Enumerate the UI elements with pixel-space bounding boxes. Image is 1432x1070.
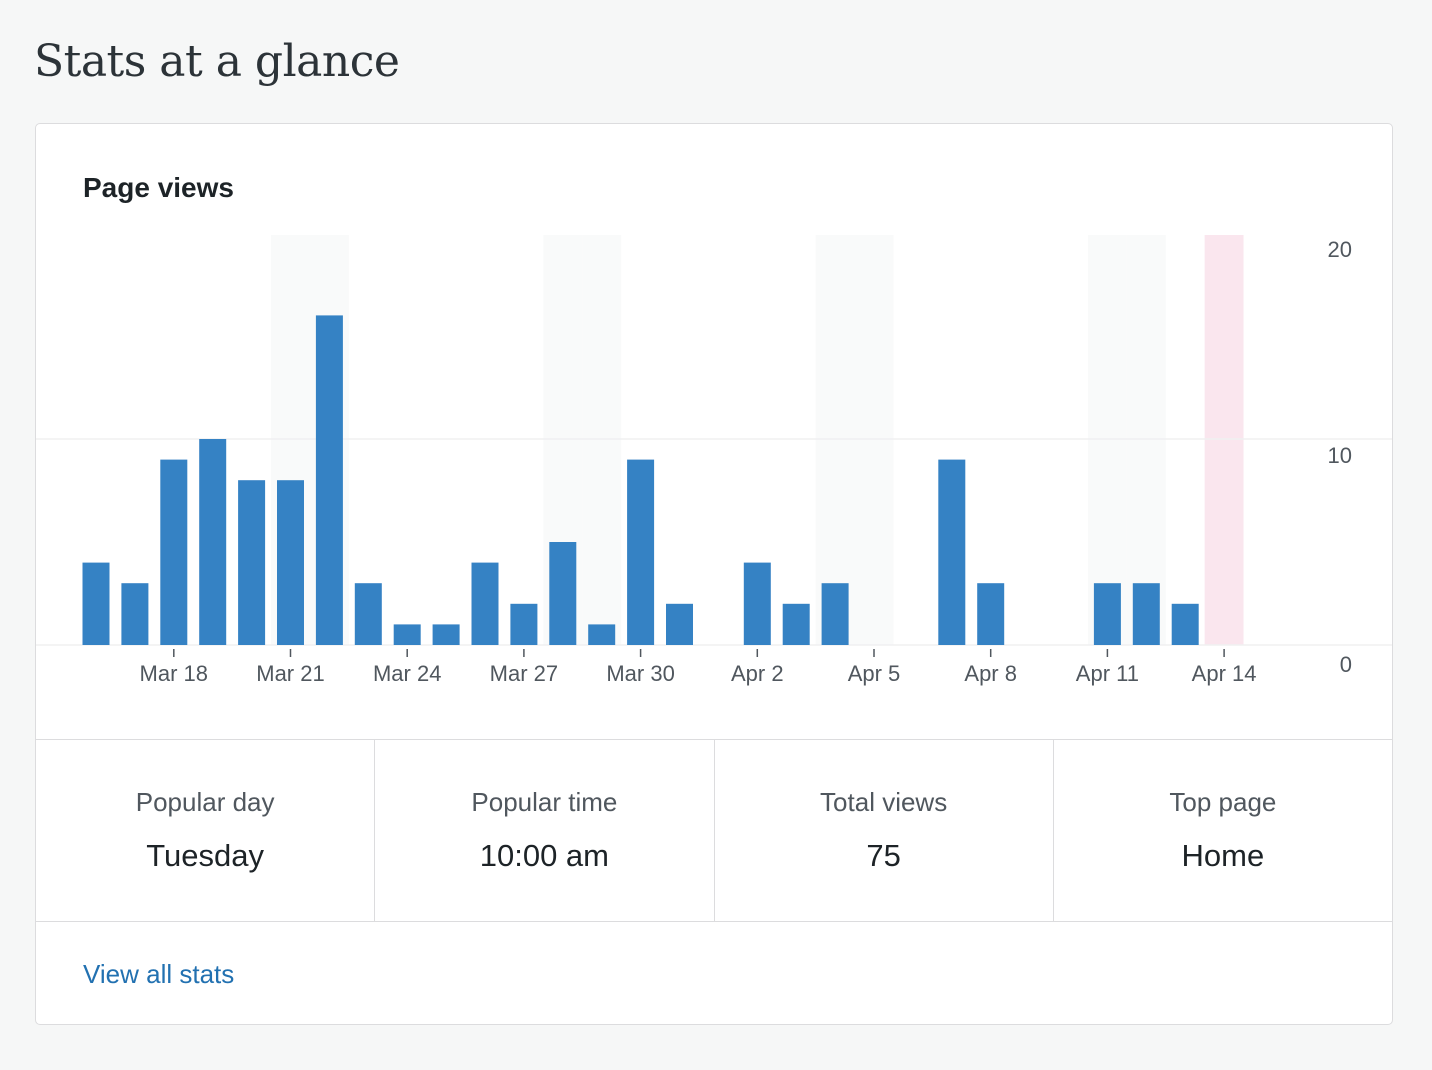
bar: Mar 28: 5	[549, 542, 577, 645]
x-tick-label: Apr 5	[848, 661, 901, 686]
x-tick-label: Mar 21	[256, 661, 324, 686]
x-tick-label: Mar 24	[373, 661, 441, 686]
weekend-shade	[1087, 235, 1127, 645]
bar: Mar 27: 2	[510, 603, 538, 645]
x-tick-label: Mar 27	[490, 661, 558, 686]
bar: Apr 12: 3	[1132, 583, 1160, 645]
x-tick-label: Apr 8	[964, 661, 1017, 686]
weekend-shade	[1126, 235, 1166, 645]
bar: Mar 29: 1	[588, 624, 616, 645]
page-views-chart: Mar 16: 4 Mar 17: 3 Mar 18: 9 Mar 19: 10 Mar…	[36, 235, 1392, 686]
stat-popular-day: Popular day Tuesday	[36, 740, 376, 921]
x-tick-label: Mar 30	[606, 661, 674, 686]
bar: Apr 7: 9	[938, 459, 966, 645]
bar: Mar 24: 1	[393, 624, 421, 645]
bar: Apr 2: 4	[743, 562, 771, 645]
bar: Mar 31: 2	[666, 603, 693, 645]
weekend-shade	[815, 235, 855, 645]
bar: Mar 23: 3	[354, 583, 382, 645]
bar: Mar 18: 9	[160, 459, 188, 645]
bar: Apr 4: 3	[821, 583, 849, 645]
bar: Mar 21: 8	[277, 480, 304, 645]
bar: Mar 17: 3	[121, 583, 149, 645]
x-tick-label: Apr 2	[731, 661, 784, 686]
view-all-stats-link[interactable]: View all stats	[83, 959, 235, 989]
x-tick-label: Mar 18	[140, 661, 208, 686]
bar: Mar 16: 4	[82, 562, 110, 645]
bar: Mar 19: 10	[199, 439, 227, 645]
chart-title: Page views	[83, 172, 234, 203]
stat-label: Popular day	[135, 787, 275, 817]
y-tick-label: 10	[1328, 443, 1352, 468]
stat-label: Popular time	[471, 787, 618, 817]
bar: Apr 11: 3	[1093, 583, 1121, 645]
weekend-shade	[582, 235, 622, 645]
x-tick-label: Apr 11	[1076, 661, 1139, 686]
weekend-shade	[854, 235, 894, 645]
today-highlight	[1204, 235, 1244, 645]
bar: Apr 8: 3	[977, 583, 1005, 645]
bar: Mar 26: 4	[471, 562, 499, 645]
stat-popular-time: Popular time 10:00 am	[375, 740, 715, 921]
page-title: Stats at a glance	[34, 36, 400, 87]
stat-value: Home	[1181, 838, 1265, 873]
bar: Apr 3: 2	[782, 603, 810, 645]
stat-label: Top page	[1169, 787, 1277, 817]
bar: Mar 22: 16	[315, 315, 343, 645]
stat-total-views: Total views 75	[715, 740, 1054, 921]
x-tick-label: Apr 14	[1192, 661, 1257, 686]
y-tick-label: 0	[1340, 652, 1352, 677]
bar: Apr 13: 2	[1171, 603, 1199, 645]
stat-value: 10:00 am	[479, 838, 609, 873]
bar: Mar 25: 1	[432, 624, 460, 645]
stat-value: Tuesday	[146, 838, 264, 873]
stat-value: 75	[866, 838, 901, 873]
bar: Mar 30: 9	[627, 459, 655, 645]
stats-summary-row: Popular day Tuesday Popular time 10:00 a…	[36, 739, 1392, 922]
stat-label: Total views	[820, 787, 948, 817]
y-tick-label: 20	[1328, 237, 1352, 262]
bar: Mar 20: 8	[238, 480, 266, 645]
stat-top-page: Top page Home	[1054, 740, 1392, 921]
